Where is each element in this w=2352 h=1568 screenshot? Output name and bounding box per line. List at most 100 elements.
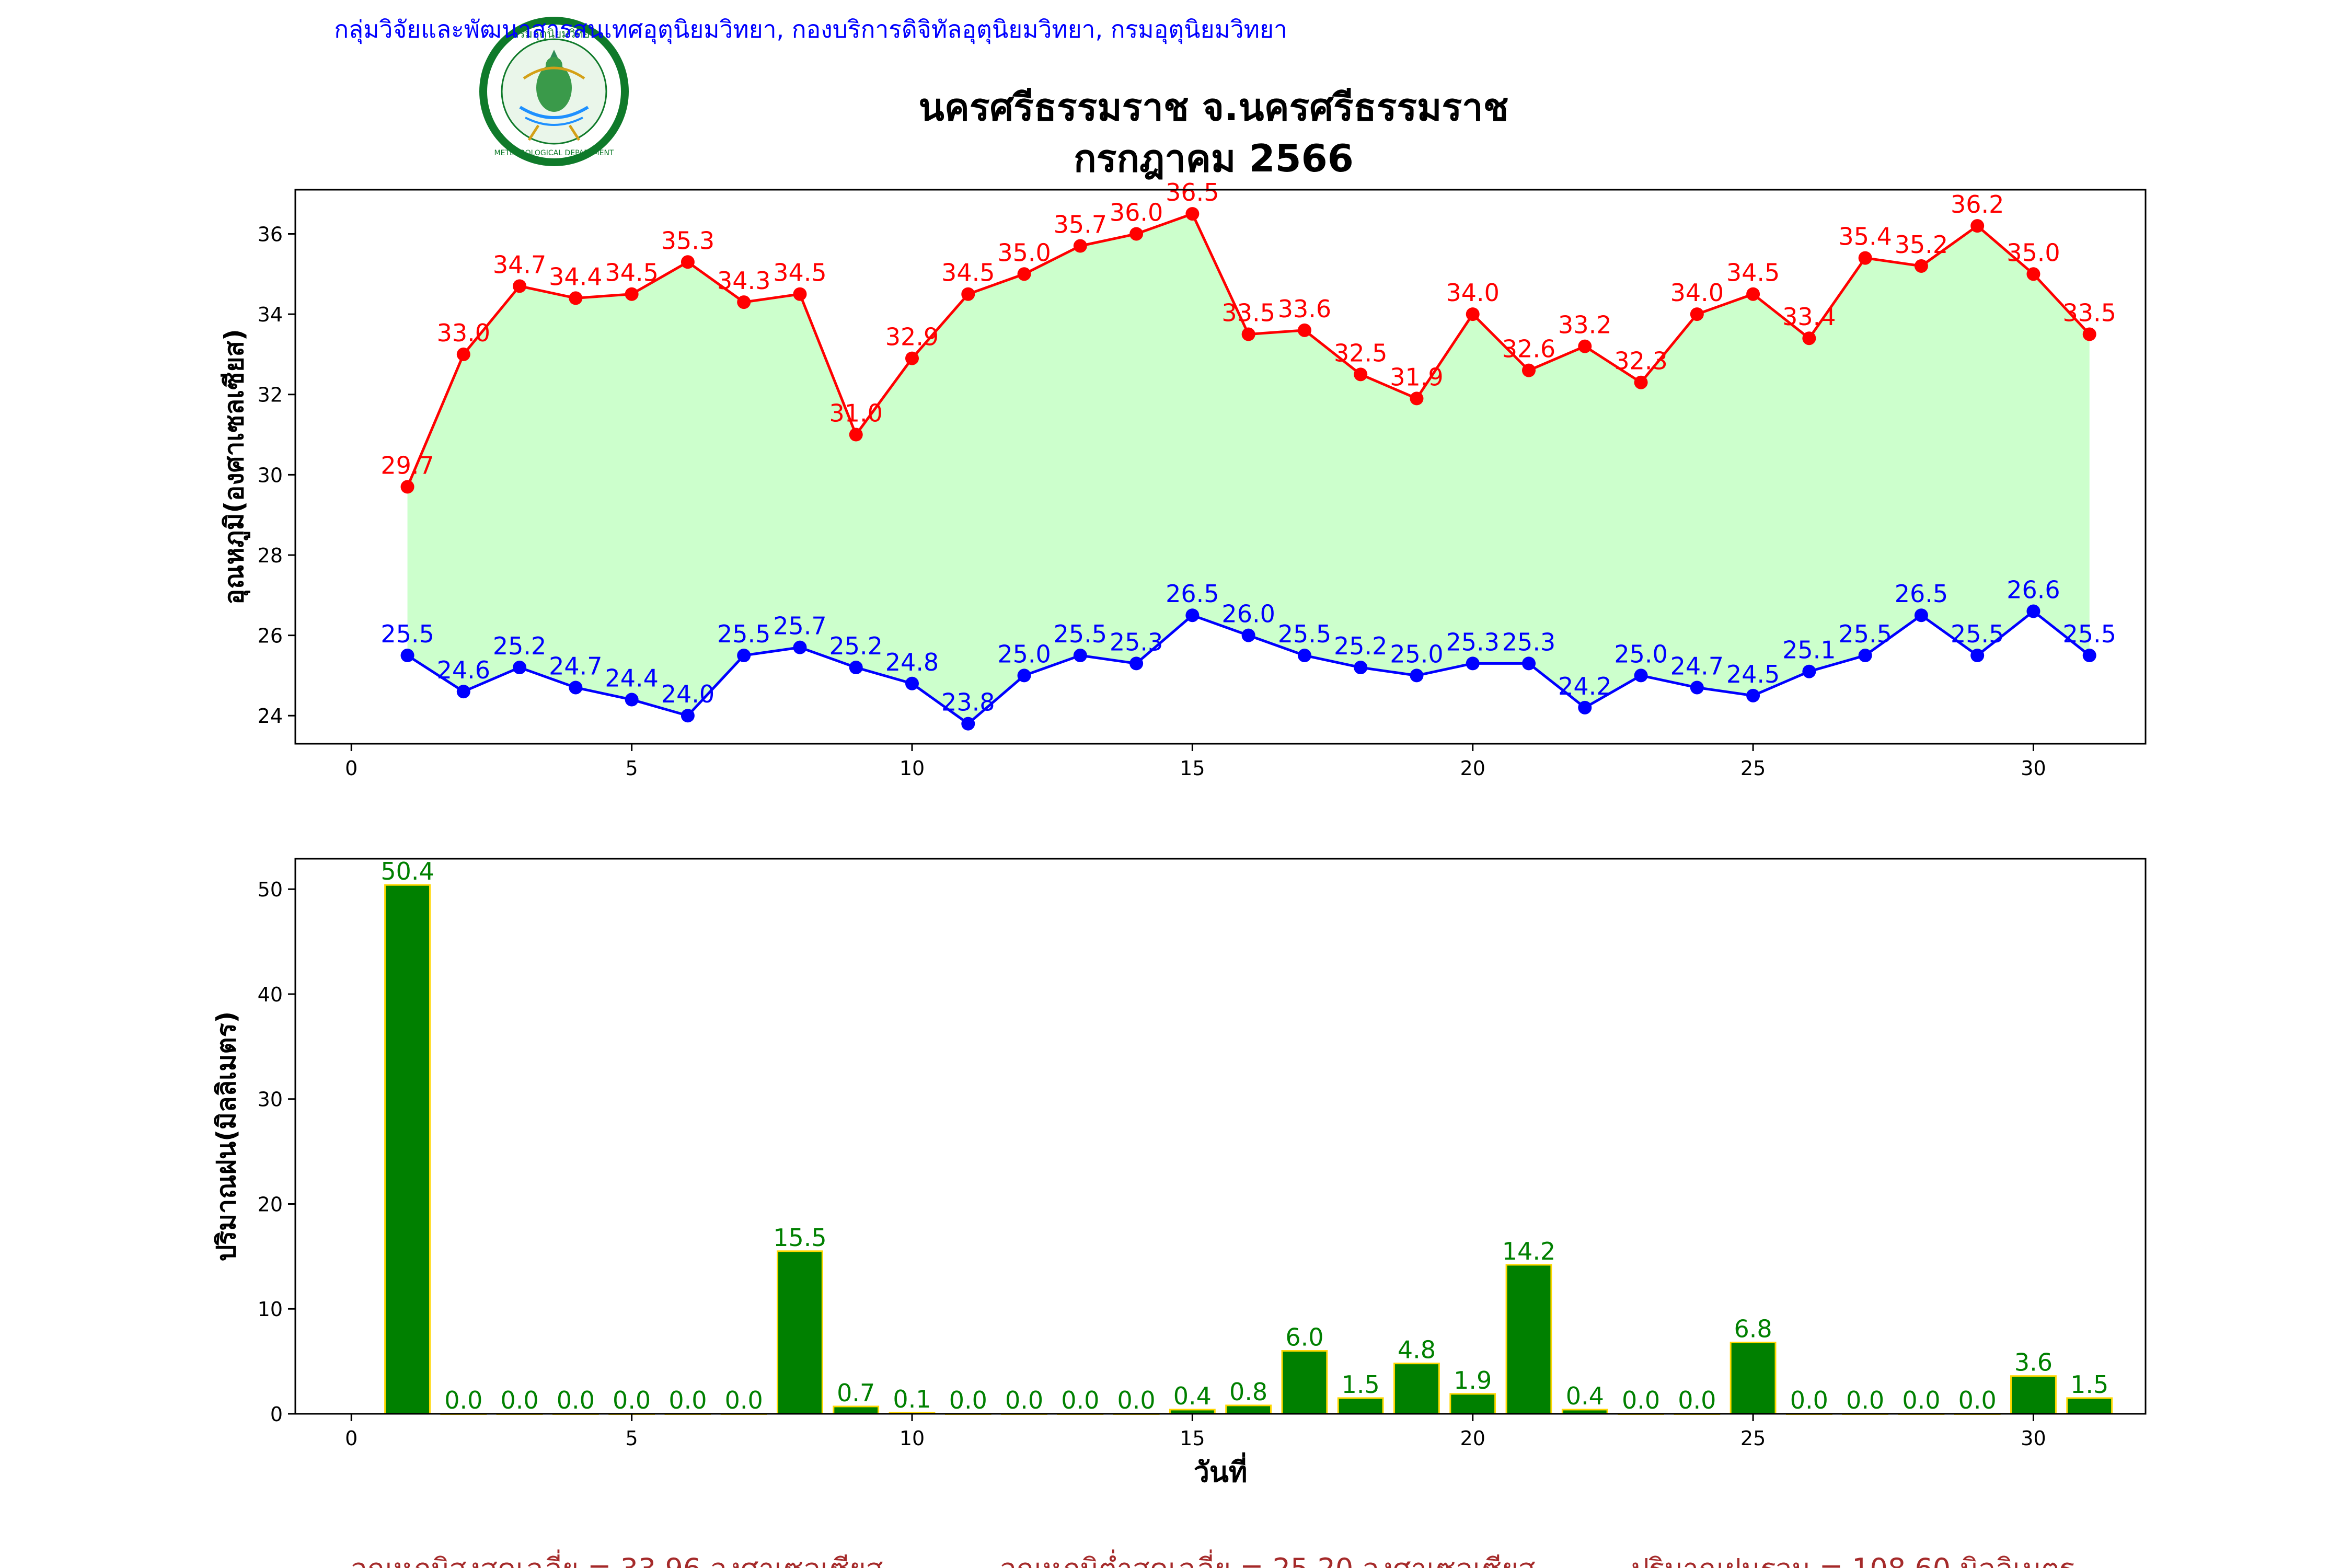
rainfall-label: 0.0 xyxy=(1958,1386,1997,1414)
min-temperature-label: 25.3 xyxy=(1502,628,1555,656)
rainfall-y-tick-label: 30 xyxy=(258,1088,283,1111)
rainfall-label: 50.4 xyxy=(381,857,434,885)
temperature-plot-frame xyxy=(294,189,2147,745)
max-temperature-label: 36.2 xyxy=(1951,190,2004,218)
rainfall-y-ticks: 0 10 20 30 40 50 xyxy=(258,878,295,1426)
max-temperature-label: 33.4 xyxy=(1782,303,1836,331)
temperature-range-fill-layer xyxy=(407,214,2090,724)
rainfall-label: 0.0 xyxy=(1678,1386,1716,1414)
min-temperature-label: 25.5 xyxy=(1838,620,1892,648)
min-temperature-point xyxy=(2082,649,2096,663)
rainfall-label: 3.6 xyxy=(2014,1348,2053,1377)
rainfall-plot-frame xyxy=(294,858,2147,1415)
min-temperature-label: 25.2 xyxy=(1334,632,1387,660)
max-temperature-point xyxy=(1522,363,1536,377)
rainfall-label: 0.0 xyxy=(1790,1386,1828,1414)
temperature-y-tick-label: 30 xyxy=(258,464,283,487)
min-temperature-point xyxy=(1241,628,1255,642)
rainfall-label: 0.0 xyxy=(1061,1386,1099,1414)
max-temperature-point xyxy=(456,347,470,361)
temperature-y-tick-label: 26 xyxy=(258,625,283,648)
min-temperature-label: 25.5 xyxy=(1951,620,2004,648)
max-temperature-point xyxy=(400,480,414,494)
rainfall-label: 4.8 xyxy=(1398,1336,1436,1364)
rainfall-bar xyxy=(1449,1393,1496,1415)
rainfall-x-tick-label: 5 xyxy=(626,1427,638,1450)
min-temperature-label: 25.3 xyxy=(1110,628,1163,656)
temperature-x-ticks: 0 5 10 15 20 25 30 xyxy=(345,744,2046,780)
logo-text-bottom: METEOROLOGICAL DEPARTMENT xyxy=(494,149,614,157)
min-temperature-point xyxy=(400,649,414,663)
max-temperature-label: 34.0 xyxy=(1670,279,1724,307)
max-temperature-point xyxy=(1185,207,1200,221)
min-temperature-point xyxy=(1914,608,1928,622)
max-temperature-point xyxy=(1802,331,1816,345)
rainfall-label: 0.0 xyxy=(949,1386,987,1414)
min-temperature-point xyxy=(1858,649,1872,663)
max-temperature-label: 35.4 xyxy=(1838,223,1892,251)
rainfall-label: 0.0 xyxy=(1117,1386,1156,1414)
min-temperature-label: 24.7 xyxy=(549,652,602,680)
rainfall-bar xyxy=(777,1250,823,1415)
rainfall-x-tick-label: 10 xyxy=(900,1427,925,1450)
max-temperature-label: 34.0 xyxy=(1446,279,1500,307)
temperature-x-tick-label: 0 xyxy=(345,757,358,780)
max-temperature-point xyxy=(905,351,919,365)
max-temperature-point xyxy=(849,428,863,442)
rainfall-bars xyxy=(384,884,2113,1415)
rainfall-bar xyxy=(1393,1363,1440,1415)
rainfall-x-tick-label: 20 xyxy=(1460,1427,1485,1450)
max-temperature-label: 34.5 xyxy=(1726,259,1780,287)
max-temperature-label: 32.5 xyxy=(1334,339,1387,367)
temperature-y-tick-label: 28 xyxy=(258,544,283,567)
rainfall-x-tick-label: 30 xyxy=(2021,1427,2046,1450)
min-temperature-point xyxy=(1634,668,1648,683)
temperature-x-tick-label: 5 xyxy=(626,757,638,780)
temperature-x-tick-label: 30 xyxy=(2021,757,2046,780)
rainfall-label: 0.0 xyxy=(501,1386,539,1414)
min-temperature-point xyxy=(569,681,583,695)
max-temperature-label: 32.9 xyxy=(885,323,939,351)
temperature-y-tick-label: 36 xyxy=(258,223,283,246)
rainfall-bar xyxy=(384,884,431,1415)
min-temperature-label: 26.5 xyxy=(1166,580,1219,608)
max-temperature-point xyxy=(569,291,583,305)
max-temperature-series xyxy=(400,207,2096,494)
average-min-temperature: อุณหภูมิต่ำสุดเฉลี่ย = 25.20 องศาเซลเซีย… xyxy=(999,1549,1535,1568)
rainfall-label: 6.8 xyxy=(1734,1315,1772,1343)
rainfall-y-tick-label: 10 xyxy=(258,1298,283,1321)
max-temperature-point xyxy=(793,287,807,301)
min-temperature-label: 25.0 xyxy=(1614,640,1667,668)
min-temperature-label: 25.2 xyxy=(493,632,546,660)
rainfall-bar xyxy=(833,1405,880,1415)
min-temperature-point xyxy=(1578,700,1592,714)
temperature-y-tick-label: 24 xyxy=(258,705,283,728)
max-temperature-point xyxy=(1297,323,1311,337)
rainfall-label: 0.0 xyxy=(668,1386,707,1414)
rainfall-bar xyxy=(1281,1350,1328,1415)
rainfall-label: 0.7 xyxy=(837,1379,875,1407)
max-temperature-label: 35.0 xyxy=(2007,238,2060,267)
min-temperature-point xyxy=(1970,649,1985,663)
min-temperature-point xyxy=(1017,668,1031,683)
temperature-x-tick-label: 25 xyxy=(1740,757,1766,780)
rainfall-label: 0.8 xyxy=(1229,1378,1267,1406)
min-temperature-label: 24.6 xyxy=(437,656,490,684)
max-temperature-label: 34.4 xyxy=(549,262,602,291)
temperature-y-axis-label: อุณหภูมิ(องศาเซลเซียส) xyxy=(219,329,250,605)
max-temperature-point xyxy=(1746,287,1760,301)
max-temperature-point xyxy=(1578,339,1592,353)
rainfall-label: 0.4 xyxy=(1173,1382,1212,1410)
min-temperature-label: 25.5 xyxy=(381,620,434,648)
max-temperature-label: 34.5 xyxy=(773,259,826,287)
max-temperature-point xyxy=(513,279,527,293)
rainfall-label: 0.0 xyxy=(613,1386,651,1414)
rainfall-bar xyxy=(2066,1397,2113,1415)
max-temperature-point xyxy=(1858,251,1872,265)
chart-title-station: นครศรีธรรมราช จ.นครศรีธรรมราช xyxy=(919,85,1509,129)
min-temperature-label: 24.7 xyxy=(1670,652,1724,680)
temperature-y-tick-label: 32 xyxy=(258,384,283,407)
temperature-range-fill xyxy=(407,214,2090,724)
rainfall-bar xyxy=(1730,1341,1777,1415)
rainfall-x-tick-label: 0 xyxy=(345,1427,358,1450)
